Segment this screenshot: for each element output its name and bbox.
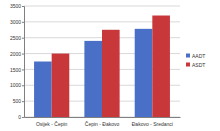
tick-label: 1000 bbox=[10, 82, 21, 88]
tick: Đakovo - Sredanci bbox=[132, 121, 173, 127]
legend-label: AADT bbox=[192, 53, 205, 59]
bars bbox=[34, 16, 170, 117]
tick: 1000 bbox=[10, 82, 24, 88]
grid bbox=[24, 6, 180, 117]
tick: 500 bbox=[13, 98, 24, 104]
tick: 3000 bbox=[10, 19, 24, 25]
legend-swatch bbox=[186, 54, 190, 58]
tick: 1500 bbox=[10, 67, 24, 73]
bar bbox=[102, 30, 120, 117]
tick-label: 2500 bbox=[10, 35, 21, 41]
tick-mark bbox=[22, 38, 24, 39]
tick-mark bbox=[22, 117, 24, 118]
tick-label: 2000 bbox=[10, 51, 21, 57]
axis-line bbox=[22, 7, 25, 118]
tick-mark bbox=[22, 101, 24, 102]
bar bbox=[34, 62, 52, 118]
tick-label: 1500 bbox=[10, 67, 21, 73]
tick-label: 3500 bbox=[10, 3, 21, 9]
tick-mark bbox=[22, 22, 24, 23]
legend-swatch bbox=[186, 63, 190, 67]
bar bbox=[152, 16, 170, 117]
tick-label: Osijek - Čepin bbox=[36, 121, 68, 127]
tick-label: 3000 bbox=[10, 19, 21, 25]
tick: 0 bbox=[18, 114, 24, 120]
legend-item: ASDT bbox=[186, 62, 205, 68]
legend-label: ASDT bbox=[192, 62, 205, 68]
bar bbox=[135, 29, 153, 117]
axis-line bbox=[25, 117, 181, 118]
tick: Osijek - Čepin bbox=[36, 121, 68, 127]
tick-mark bbox=[22, 54, 24, 55]
legend-item: AADT bbox=[186, 53, 205, 59]
tick-mark bbox=[22, 85, 24, 86]
chart: 0 500 1000 1500 2000 2500 3000 3500 Osijek - Čep… bbox=[0, 0, 220, 131]
bar bbox=[52, 54, 70, 117]
legend: AADT ASDT bbox=[186, 53, 205, 68]
tick-label: 500 bbox=[13, 98, 22, 104]
tick: 3500 bbox=[10, 3, 24, 9]
plot-area: 0 500 1000 1500 2000 2500 3000 3500 Osijek - Čep… bbox=[10, 3, 181, 127]
tick-mark bbox=[22, 69, 24, 70]
tick: 2000 bbox=[10, 51, 24, 57]
grid-line bbox=[24, 6, 180, 7]
tick-label: Čepin - Đakovo bbox=[85, 121, 120, 127]
bar bbox=[84, 41, 102, 117]
tick-label: Đakovo - Sredanci bbox=[132, 121, 173, 127]
tick-label: 0 bbox=[18, 114, 21, 120]
tick: Čepin - Đakovo bbox=[85, 121, 120, 127]
tick-mark bbox=[22, 6, 24, 7]
tick: 2500 bbox=[10, 35, 24, 41]
y-axis: 0 500 1000 1500 2000 2500 3000 3500 bbox=[10, 3, 25, 120]
x-axis: Osijek - Čepin Čepin - Đakovo Đakovo - Sre… bbox=[25, 118, 181, 128]
